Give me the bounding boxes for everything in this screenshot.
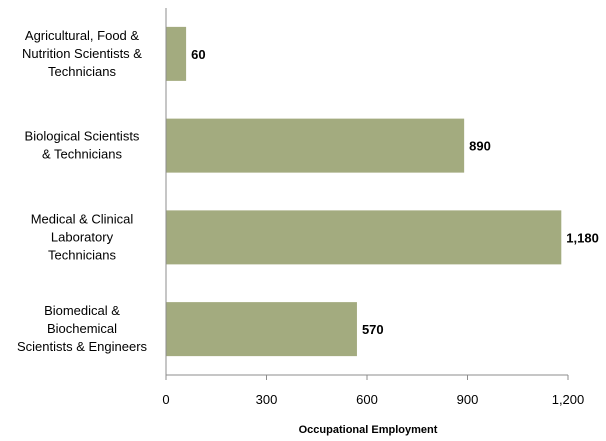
bar-value-label: 60	[191, 47, 205, 62]
x-tick-label: 0	[162, 392, 169, 407]
category-label: Agricultural, Food & Nutrition Scientists…	[22, 28, 142, 79]
x-tick-label: 1,200	[552, 392, 585, 407]
bar	[166, 26, 187, 81]
x-axis: 0 300 600 900 1,200	[162, 8, 584, 407]
category-label-line: Laboratory	[51, 229, 114, 244]
x-axis-title: Occupational Employment	[299, 424, 438, 436]
bar-value-label: 890	[469, 139, 491, 154]
x-tick-label: 900	[457, 392, 479, 407]
category-label-line: Biomedical &	[44, 303, 120, 318]
category-labels-layer: Agricultural, Food & Nutrition Scientists…	[17, 28, 148, 354]
category-label: Biological Scientists & Technicians	[25, 129, 140, 162]
category-label: Medical & Clinical Laboratory Technicians	[31, 211, 134, 262]
category-label-line: Nutrition Scientists &	[22, 46, 142, 61]
category-label: Biomedical & Biochemical Scientists & Engi…	[17, 303, 148, 354]
x-tick-label: 600	[356, 392, 378, 407]
bars-layer: 60 890 1,180 570	[166, 26, 599, 357]
category-label-line: Agricultural, Food &	[25, 28, 139, 43]
category-label-line: Technicians	[48, 64, 116, 79]
category-label-line: Scientists & Engineers	[17, 339, 148, 354]
bar-value-label: 1,180	[566, 230, 599, 245]
bar	[166, 118, 465, 173]
category-label-line: Medical & Clinical	[31, 211, 134, 226]
category-label-line: & Technicians	[42, 147, 122, 162]
bar-value-label: 570	[362, 322, 384, 337]
category-label-line: Biological Scientists	[25, 129, 140, 144]
category-label-line: Biochemical	[47, 321, 117, 336]
bar	[166, 210, 562, 265]
bar	[166, 302, 357, 357]
category-label-line: Technicians	[48, 247, 116, 262]
x-tick-label: 300	[256, 392, 278, 407]
